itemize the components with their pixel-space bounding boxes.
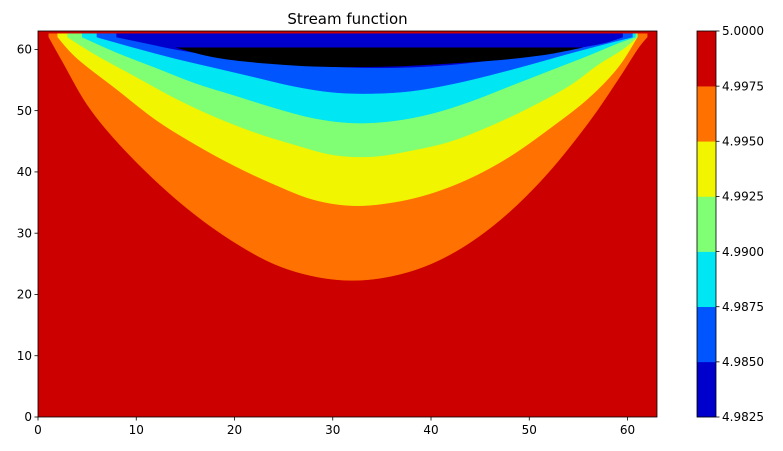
x-tick-label: 60 [620,423,635,437]
x-axis: 0 10 20 30 40 50 60 [34,417,635,437]
plot-area [38,31,657,417]
contour-band-lid [38,31,657,34]
y-tick-label: 60 [17,43,32,57]
x-tick-label: 10 [129,423,144,437]
x-tick-label: 0 [34,423,42,437]
colorbar-tick-label: 5.0000 [722,24,764,38]
colorbar-segment [697,86,716,142]
colorbar-tick-label: 4.9975 [722,79,764,93]
colorbar-segment [697,251,716,308]
colorbar-frame [696,30,717,418]
colorbar: 4.9825 4.9850 4.9875 4.9900 4.9925 4.9950 4.99… [696,24,764,424]
colorbar-tick-label: 4.9925 [722,190,764,204]
y-axis: 0 10 20 30 40 50 60 [17,43,38,424]
colorbar-tick-label: 4.9950 [722,134,764,148]
chart-title: Stream function [287,10,407,28]
y-tick-label: 30 [17,226,32,240]
y-tick-label: 0 [24,410,32,424]
colorbar-tick-label: 4.9875 [722,300,764,314]
colorbar-tick-label: 4.9825 [722,410,764,424]
x-tick-label: 30 [325,423,340,437]
colorbar-segment [697,31,716,87]
x-tick-label: 40 [423,423,438,437]
y-tick-label: 40 [17,165,32,179]
y-tick-label: 10 [17,349,32,363]
contour-band-4.9825 [175,47,584,68]
colorbar-segment [697,196,716,252]
colorbar-segment [697,306,716,363]
colorbar-segment [697,361,716,418]
y-tick-label: 50 [17,104,32,118]
y-tick-label: 20 [17,288,32,302]
x-tick-label: 50 [522,423,537,437]
plot-frame [37,30,658,418]
x-tick-label: 20 [227,423,242,437]
colorbar-tick-label: 4.9850 [722,355,764,369]
colorbar-tick-label: 4.9900 [722,245,764,259]
colorbar-segment [697,141,716,197]
